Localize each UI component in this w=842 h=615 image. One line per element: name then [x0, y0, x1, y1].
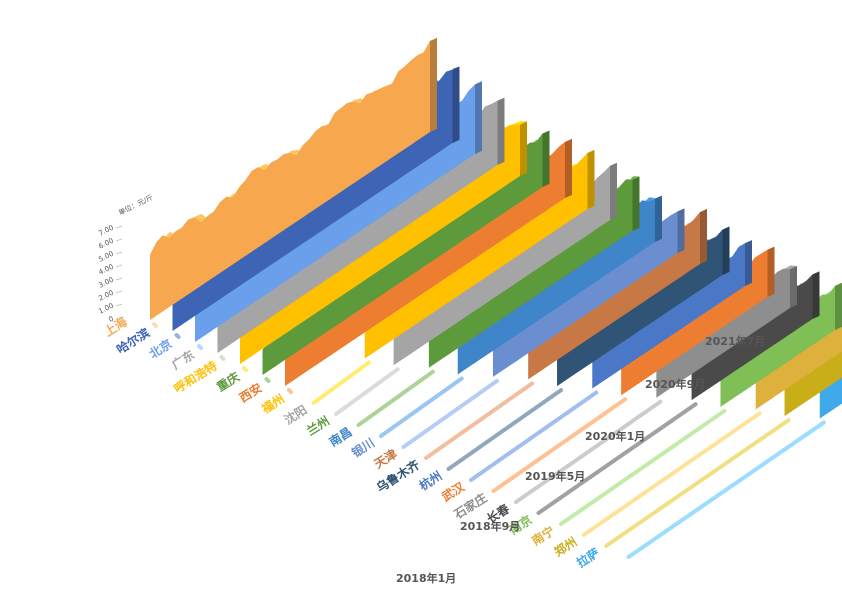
floor-line: [174, 333, 181, 339]
floor-line: [219, 355, 226, 361]
y-tick-label: 4.00: [97, 263, 115, 277]
ribbon-end: [812, 271, 820, 319]
series-label: 福州: [258, 391, 287, 417]
time-axis-label: 2019年5月: [525, 469, 585, 483]
time-axis-label: 2018年9月: [460, 519, 520, 533]
floor-line: [491, 397, 628, 493]
floor-line: [356, 369, 435, 427]
ribbon-end: [542, 130, 550, 187]
series-label: 郑州: [551, 534, 579, 559]
ribbon-end: [655, 195, 662, 242]
ribbon-front: [784, 345, 842, 417]
ribbon-front: [150, 41, 430, 321]
ribbon-end: [520, 121, 527, 176]
series-label: 广东: [169, 347, 197, 372]
floor-line: [334, 367, 400, 416]
floor-line: [311, 360, 371, 405]
ribbon-end: [722, 226, 730, 275]
y-tick-label: 3.00: [97, 276, 115, 290]
ribbon-end: [632, 176, 640, 231]
y-tick-label: 6.00: [97, 237, 115, 251]
floor-line: [287, 388, 293, 394]
floor-line: [536, 402, 698, 515]
floor-line: [514, 399, 663, 504]
floor-line: [264, 377, 271, 383]
y-tick-mark: [115, 277, 123, 281]
floor-line: [379, 376, 464, 438]
series-ribbons: [150, 37, 842, 419]
series-ribbon: [150, 37, 437, 321]
ribbon-end: [677, 208, 685, 253]
series-label: 拉萨: [574, 545, 602, 570]
y-tick-label: 1.00: [97, 302, 115, 316]
y-tick-label: 5.00: [97, 250, 115, 264]
y-tick-mark: [115, 251, 123, 255]
ribbon-end: [610, 162, 617, 220]
y-tick-mark: [115, 290, 123, 294]
floor-line: [401, 378, 499, 449]
ribbon-end: [430, 37, 437, 132]
ribbon-end: [767, 246, 775, 297]
floor-line: [626, 420, 826, 559]
ribbon-end: [587, 149, 595, 209]
floor-line: [197, 344, 203, 350]
ribbon-end: [475, 81, 482, 154]
series-label: 南昌: [326, 424, 354, 449]
floor-line: [559, 408, 727, 526]
ribbon-end: [452, 66, 460, 143]
y-tick-label: 2.00: [97, 289, 115, 303]
ribbon-end: [745, 240, 752, 286]
series-label: 北京: [146, 336, 174, 361]
time-axis-labels: 2018年1月 2018年9月 2019年5月 2020年1月 2020年9月 2021年…: [396, 334, 765, 585]
floor-line: [446, 388, 564, 471]
ribbon-end: [565, 138, 572, 198]
y-axis: 单位：元/斤 7.006.005.004.003.002.001.000: [97, 193, 154, 324]
time-axis-label: 2021年7月: [705, 334, 765, 348]
y-tick-label: 7.00: [97, 224, 115, 238]
series-label: 南宁: [529, 523, 557, 548]
series-label: 西安: [236, 380, 264, 405]
y-tick-label: 0: [107, 315, 115, 324]
time-axis-label: 2020年9月: [645, 377, 705, 391]
y-tick-mark: [115, 264, 123, 268]
ribbon-end: [700, 208, 707, 264]
time-axis-label: 2020年1月: [585, 429, 645, 443]
y-tick-mark: [115, 316, 123, 320]
floor-line: [242, 366, 248, 372]
time-axis-label: 2018年1月: [396, 571, 456, 585]
series-label: 重庆: [214, 369, 242, 394]
floor-line: [424, 381, 535, 460]
series-label: 杭州: [416, 468, 444, 493]
ribbon-end: [835, 282, 842, 330]
y-tick-mark: [115, 238, 123, 242]
series-label: 天津: [371, 446, 399, 471]
ribbon-end: [497, 97, 505, 165]
floor-line: [152, 322, 158, 328]
series-label: 沈阳: [281, 402, 309, 427]
floor-line: [469, 390, 599, 482]
y-tick-mark: [115, 303, 123, 307]
series-label: 上海: [101, 314, 129, 339]
y-tick-mark: [115, 225, 123, 229]
series-label: 银川: [349, 435, 377, 460]
floor-guide-lines: [152, 322, 826, 559]
floor-line: [604, 418, 791, 548]
series-label: 兰州: [304, 413, 332, 438]
floor-line: [581, 411, 762, 537]
y-axis-unit: 单位：元/斤: [117, 193, 155, 217]
ribbon-end: [790, 266, 797, 308]
series-label: 武汉: [439, 478, 468, 504]
